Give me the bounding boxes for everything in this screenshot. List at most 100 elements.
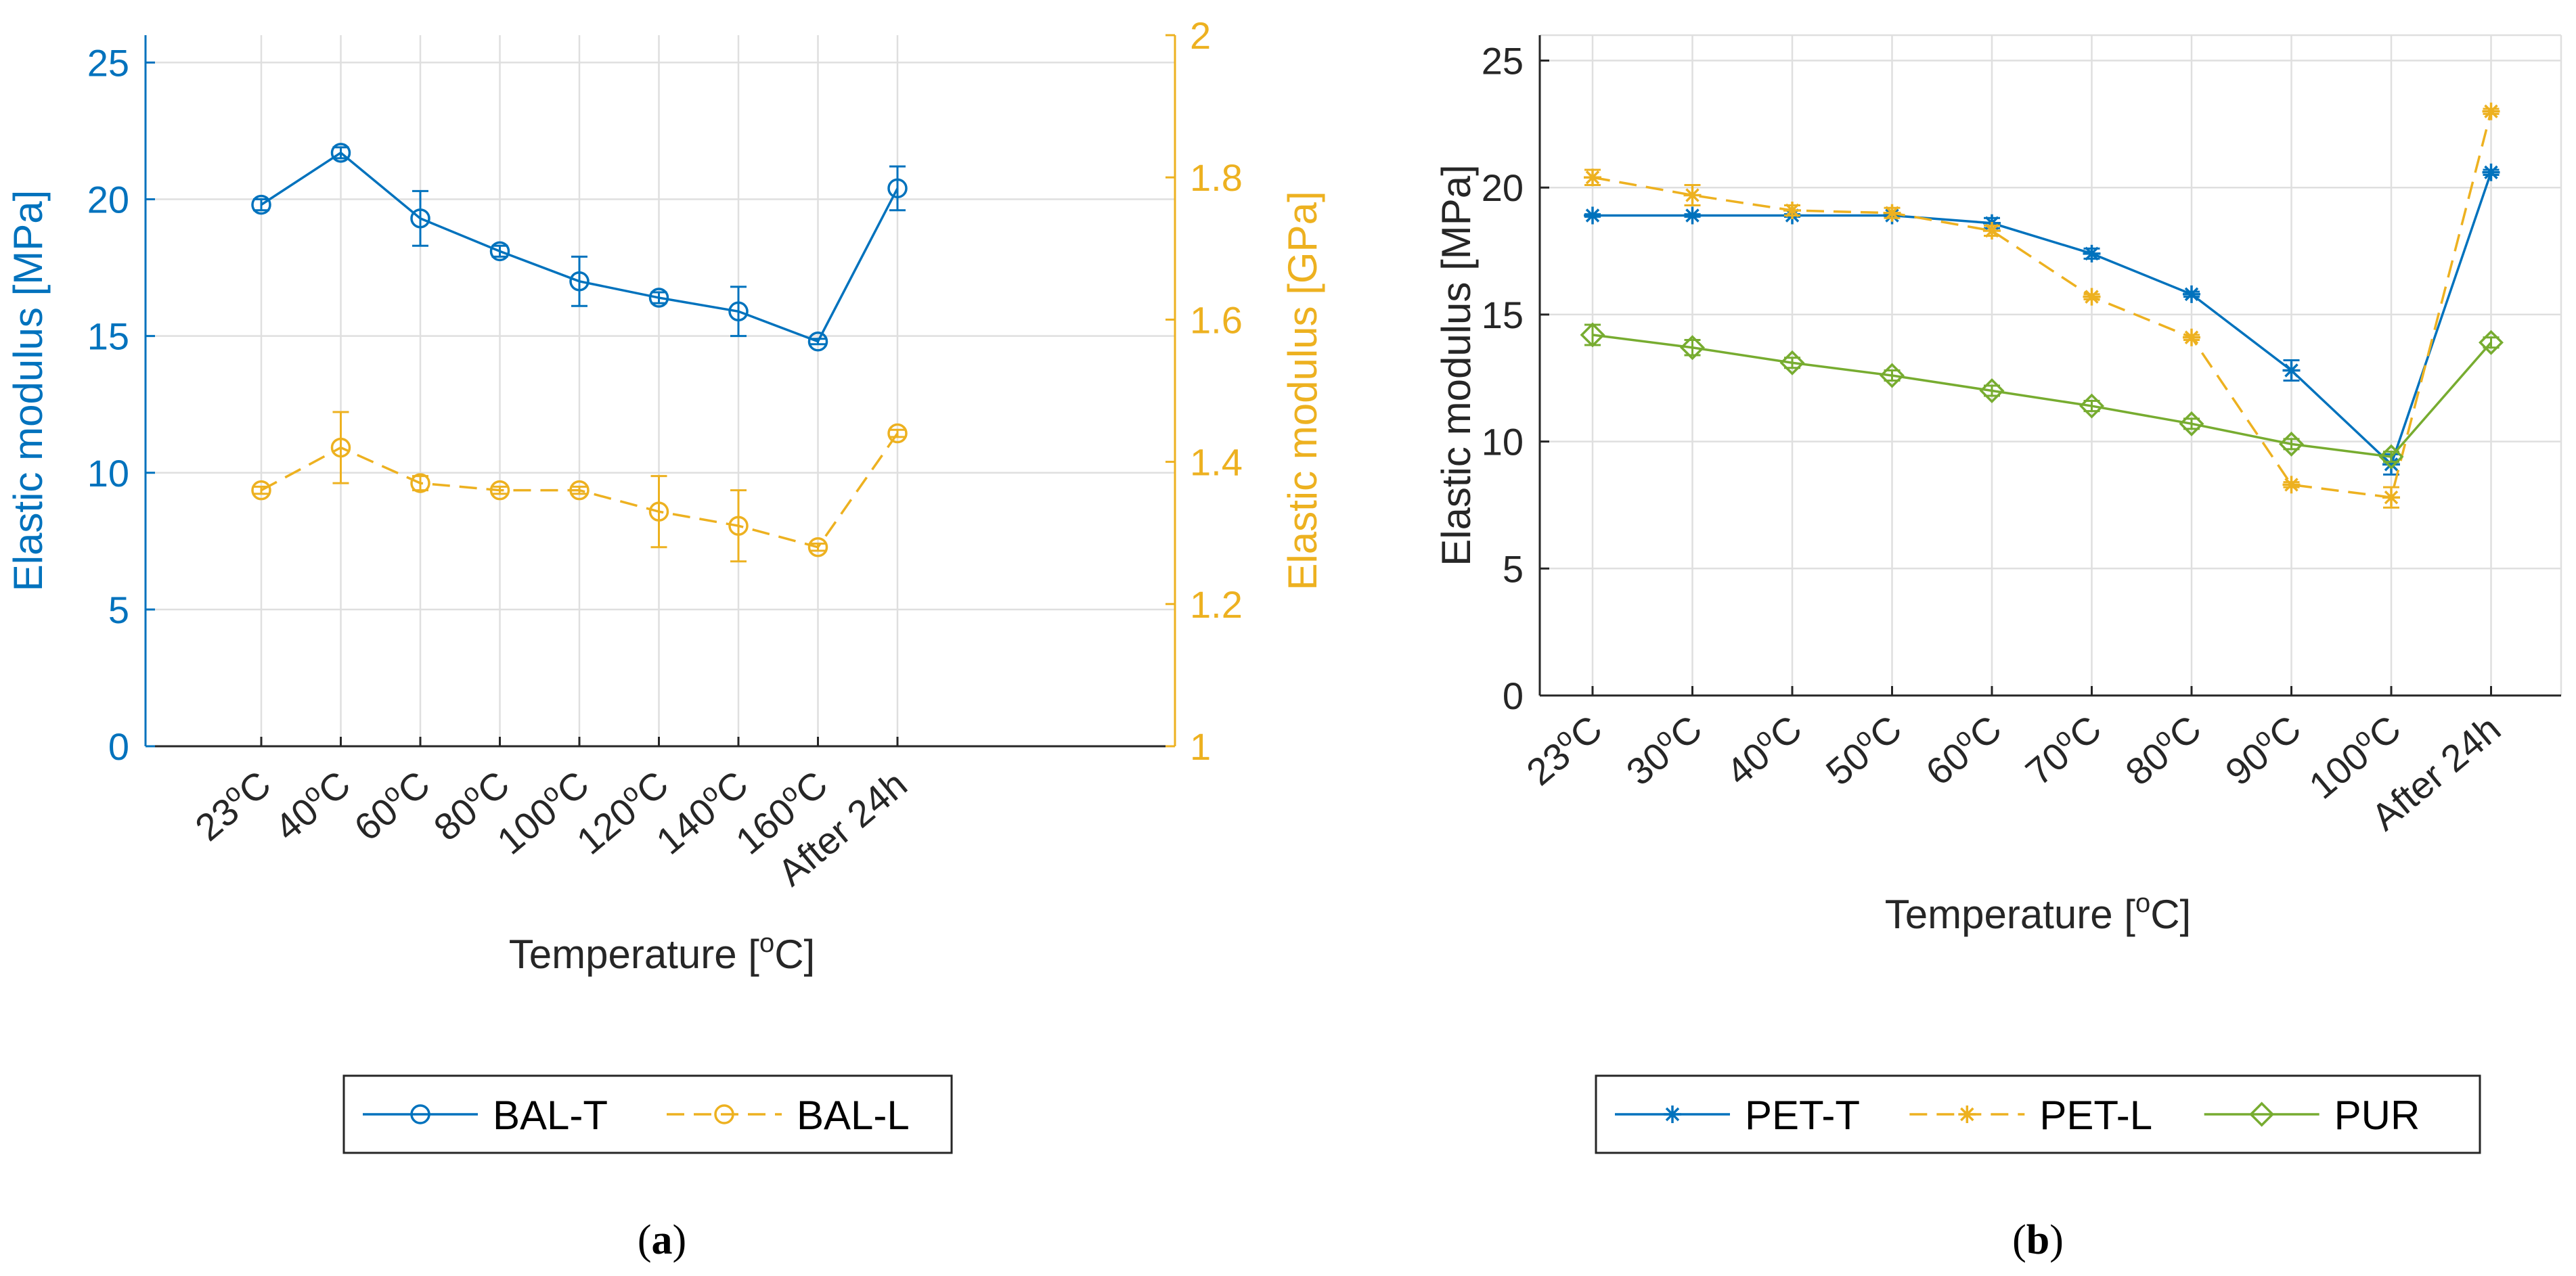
y-tick-label-right: 1 xyxy=(1190,725,1211,768)
data-point xyxy=(251,194,271,215)
data-point xyxy=(489,241,510,262)
grid xyxy=(146,35,1175,746)
legend-marker xyxy=(1664,1106,1681,1123)
data-point xyxy=(1883,204,1901,222)
data-point xyxy=(728,301,749,322)
data-point xyxy=(2282,361,2301,380)
x-axis-label: Temperature [oC] xyxy=(509,928,815,977)
data-point xyxy=(330,437,351,458)
figure-caption: (b) xyxy=(2012,1217,2064,1263)
x-tick-label: 23oC xyxy=(1517,705,1610,794)
data-point xyxy=(1683,206,1702,225)
series-pet-l xyxy=(1584,102,2500,509)
data-point xyxy=(1783,202,1801,220)
x-tick-label: 30oC xyxy=(1616,705,1710,794)
data-point xyxy=(1683,186,1702,204)
data-point xyxy=(1584,206,1601,225)
data-point xyxy=(2378,444,2404,470)
data-point xyxy=(2083,288,2101,306)
data-point xyxy=(2183,328,2200,346)
data-point xyxy=(2382,455,2400,474)
data-point xyxy=(1983,222,2001,240)
data-point xyxy=(2479,329,2504,355)
data-point xyxy=(887,423,908,444)
y-tick-label: 0 xyxy=(1503,675,1524,717)
x-axis-label-main: Temperature [ xyxy=(509,932,759,977)
data-point xyxy=(569,271,590,292)
y-tick-label: 10 xyxy=(1482,421,1524,463)
x-axis-label: Temperature [oC] xyxy=(1885,888,2191,937)
data-point xyxy=(1979,378,2005,404)
data-point xyxy=(251,480,271,501)
legend-marker xyxy=(714,1104,734,1124)
caption-paren: ( xyxy=(638,1217,652,1263)
data-point xyxy=(807,331,828,352)
y-axis-label-left: Elastic modulus [MPa] xyxy=(1434,164,1479,566)
x-tick-label: 140oC xyxy=(646,760,756,863)
caption-letter: b xyxy=(2026,1217,2049,1263)
y-tick-label: 5 xyxy=(108,589,129,631)
series-pet-t xyxy=(1584,163,2500,476)
y-tick-label-right: 1.4 xyxy=(1190,441,1243,484)
x-tick-label: 40oC xyxy=(1716,705,1810,794)
legend-marker xyxy=(2249,1101,2275,1127)
data-point xyxy=(648,501,669,522)
y-tick-label-right: 1.2 xyxy=(1190,583,1243,626)
data-point xyxy=(410,473,430,493)
legend-marker xyxy=(410,1104,430,1124)
data-point xyxy=(410,208,430,229)
chart-a: 0 5 10 15 20 25 1 1.2 1.4 1.6 1.8 2 23oC40oC60oC80oC… xyxy=(5,14,1325,1263)
y-tick-label: 5 xyxy=(1503,547,1524,590)
data-point xyxy=(2179,411,2204,436)
series-bal-t xyxy=(251,143,908,352)
y-axis-label-left: Elastic modulus [MPa] xyxy=(5,190,51,592)
x-tick-label: 120oC xyxy=(567,760,676,863)
x-tick-label: 90oC xyxy=(2215,705,2309,794)
x-tick-label: 100oC xyxy=(487,760,597,863)
x-tick-label: 23oC xyxy=(185,760,279,849)
legend-label: PET-L xyxy=(2039,1093,2152,1138)
data-point xyxy=(1880,363,1905,388)
legend-label: PET-T xyxy=(1745,1093,1860,1138)
y-tick-label: 15 xyxy=(1482,294,1524,336)
x-tick-label: 80oC xyxy=(2116,705,2209,794)
y-tick-label: 10 xyxy=(87,452,129,495)
data-point xyxy=(1580,322,1605,348)
data-point xyxy=(648,288,669,308)
x-tick-label: 40oC xyxy=(265,760,358,849)
legend-marker xyxy=(1958,1106,1976,1123)
x-tick-labels: 23oC30oC40oC50oC60oC70oC80oC90oC100oCAft… xyxy=(1517,705,2508,838)
y-tick-label: 20 xyxy=(87,179,129,221)
data-point xyxy=(2282,476,2301,494)
x-tick-label: 60oC xyxy=(345,760,438,849)
x-axis-label-end: C] xyxy=(2150,892,2191,937)
y-tick-label: 20 xyxy=(1482,166,1524,209)
data-point xyxy=(569,480,590,501)
data-point xyxy=(807,537,828,557)
data-point xyxy=(2083,244,2101,263)
legend-label: PUR xyxy=(2334,1093,2420,1138)
caption-paren: ( xyxy=(2012,1217,2026,1263)
caption-paren: ) xyxy=(2049,1217,2064,1263)
data-point xyxy=(489,480,510,501)
series-bal-l xyxy=(251,411,908,563)
series-line xyxy=(1593,172,2493,467)
y-axis-label-right: Elastic modulus [GPa] xyxy=(1280,191,1325,590)
data-point xyxy=(2482,102,2500,120)
axes: 0 5 10 15 20 25 xyxy=(1482,35,2561,717)
caption-letter: a xyxy=(652,1217,673,1263)
series-line xyxy=(1592,111,2493,499)
legend-label: BAL-T xyxy=(493,1093,608,1138)
data-point xyxy=(2279,431,2304,457)
x-axis-label-main: Temperature [ xyxy=(1885,892,2135,937)
grid xyxy=(1540,34,2562,696)
y-tick-label: 0 xyxy=(108,725,129,768)
y-tick-label-right: 1.6 xyxy=(1190,298,1243,341)
y-tick-label-right: 2 xyxy=(1190,14,1211,57)
x-axis-label-sup: o xyxy=(2135,888,2150,918)
data-point xyxy=(728,516,749,536)
x-axis-label-sup: o xyxy=(759,928,774,958)
axes: 0 5 10 15 20 25 1 1.2 1.4 1.6 1.8 2 xyxy=(87,14,1243,768)
data-point xyxy=(1680,335,1705,361)
